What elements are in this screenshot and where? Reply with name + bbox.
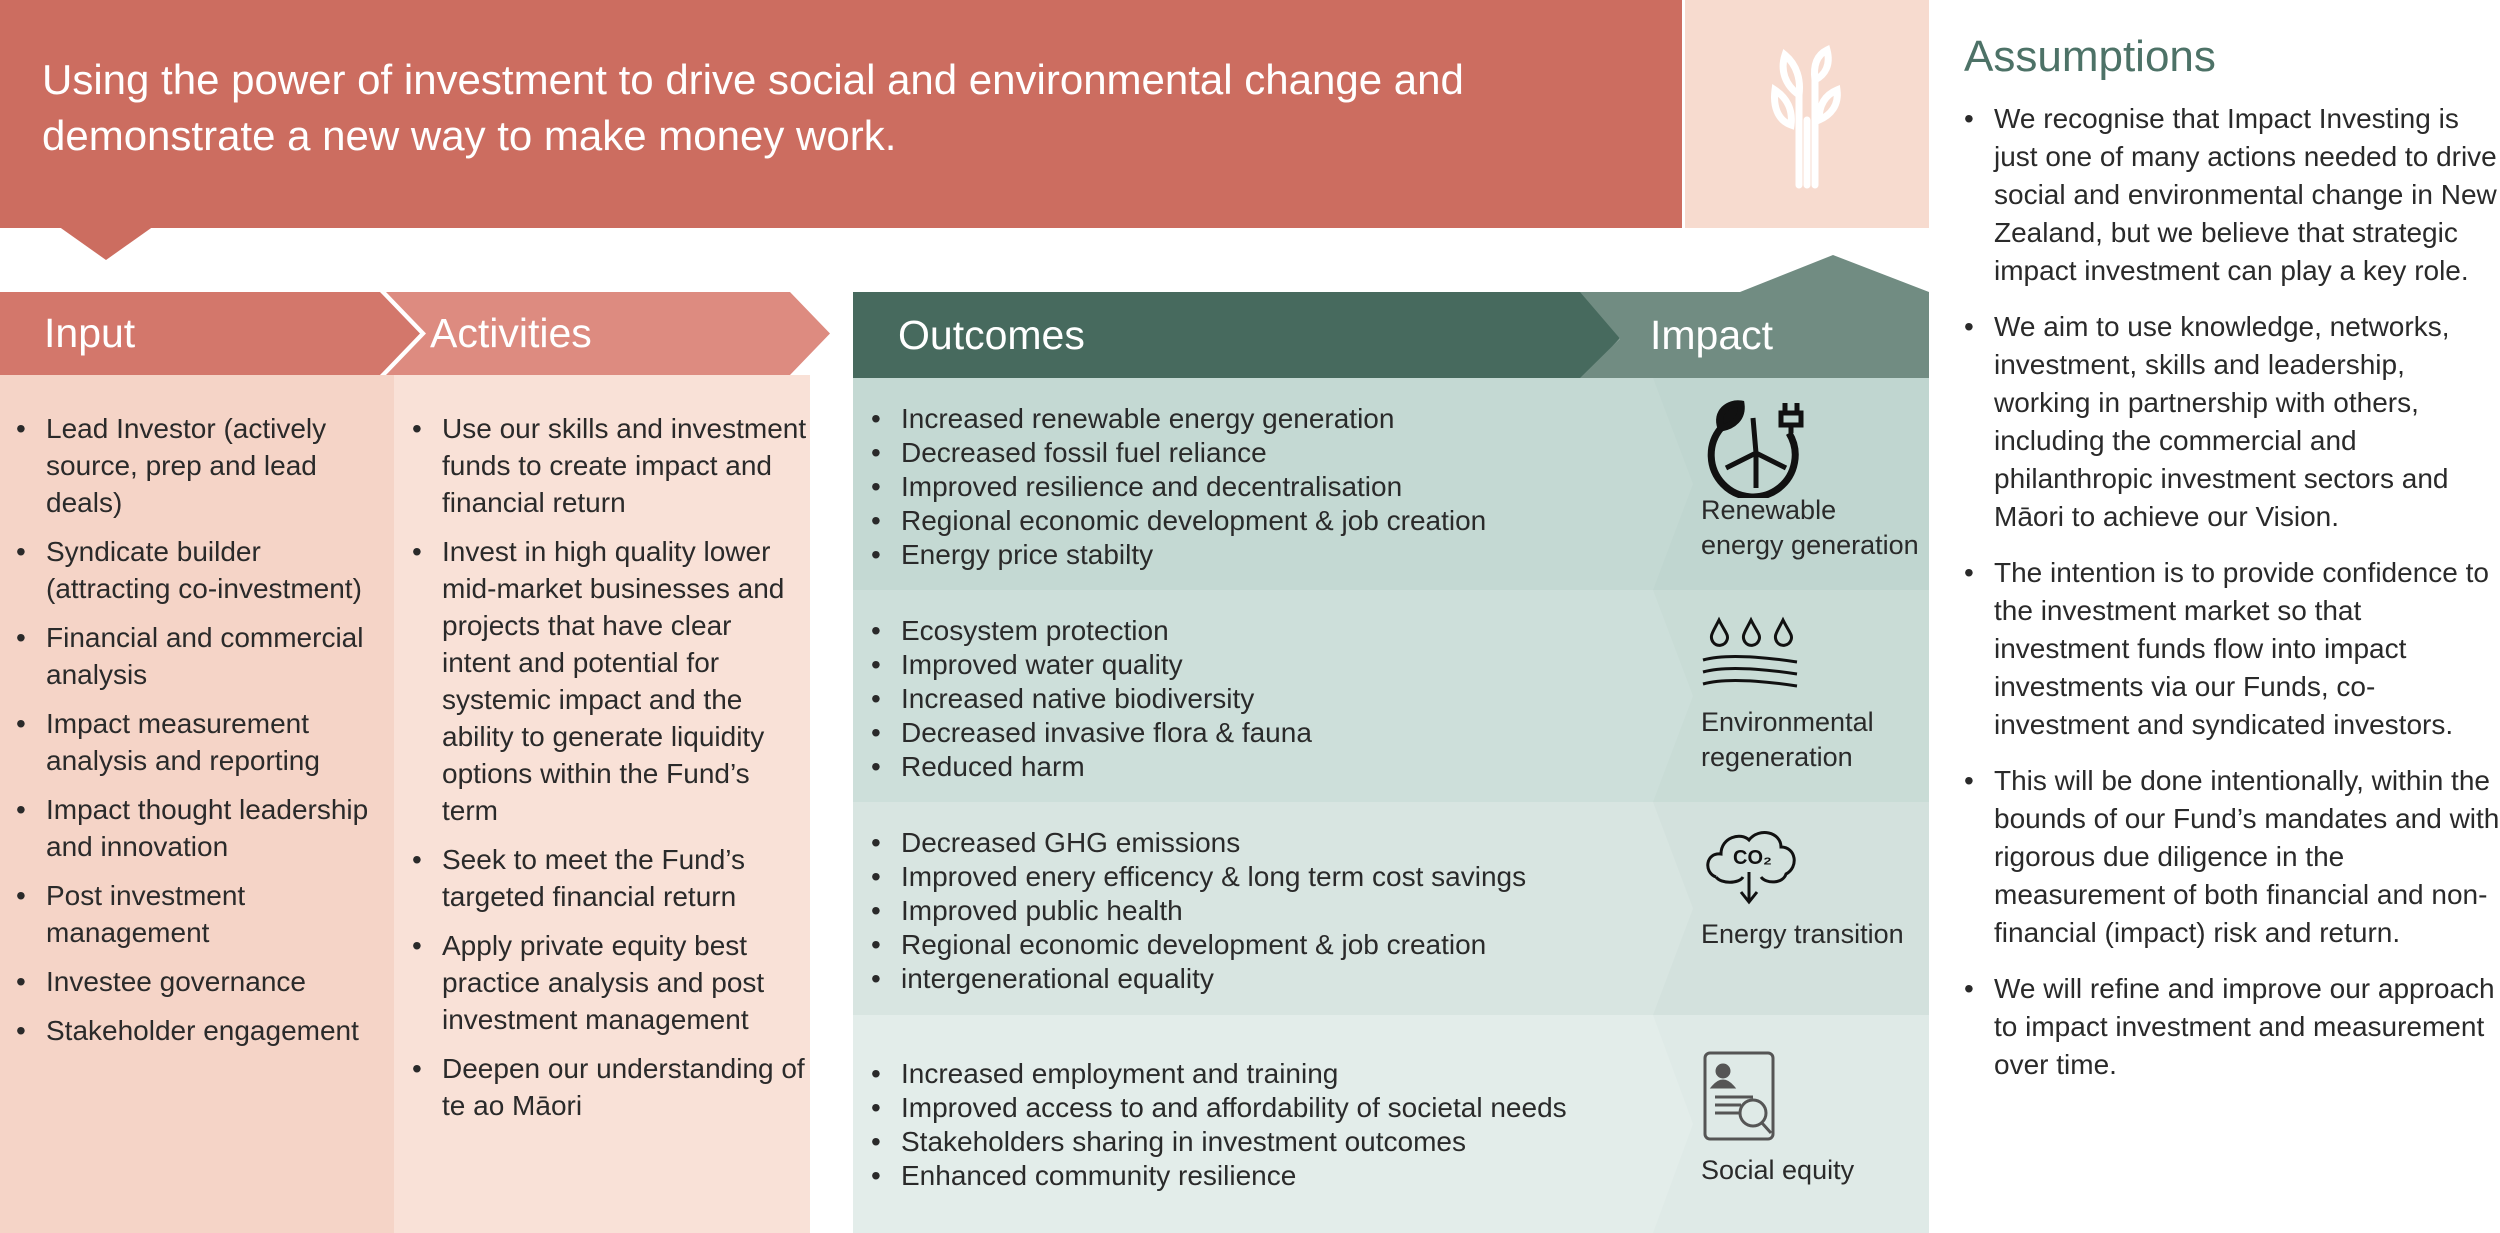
list-item: Deepen our understanding of te ao Māori: [412, 1050, 807, 1124]
list-item: Ecosystem protection: [871, 614, 1611, 648]
list-item: Use our skills and investment funds to c…: [412, 410, 807, 521]
outcome-list: Ecosystem protection Improved water qual…: [871, 614, 1611, 784]
outcome-row-environment: Ecosystem protection Improved water qual…: [853, 590, 1929, 802]
vision-statement: Using the power of investment to drive s…: [42, 56, 1464, 159]
list-item: Syndicate builder (attracting co-investm…: [16, 533, 386, 607]
list-item: Seek to meet the Fund’s targeted financi…: [412, 841, 807, 915]
list-item: Impact thought leadership and innovation: [16, 791, 386, 865]
input-list: Lead Investor (actively source, prep and…: [16, 410, 386, 1061]
list-item: Investee governance: [16, 963, 386, 1000]
list-item: Invest in high quality lower mid-market …: [412, 533, 807, 829]
list-item: Decreased GHG emissions: [871, 826, 1611, 860]
list-item: Regional economic development & job crea…: [871, 928, 1611, 962]
list-item: The intention is to provide confidence t…: [1964, 554, 2500, 744]
outcome-row-energy-transition: Decreased GHG emissions Improved enery e…: [853, 802, 1929, 1015]
list-item: Decreased fossil fuel reliance: [871, 436, 1611, 470]
list-item: Stakeholder engagement: [16, 1012, 386, 1049]
list-item: Improved enery efficency & long term cos…: [871, 860, 1611, 894]
profile-search-icon: [1703, 1051, 1775, 1141]
wind-turbine-plug-icon: [1707, 400, 1804, 498]
list-item: Reduced harm: [871, 750, 1611, 784]
list-item: This will be done intentionally, within …: [1964, 762, 2500, 952]
outcome-list: Increased employment and training Improv…: [871, 1057, 1611, 1193]
activities-header: Activities: [386, 292, 830, 375]
outcome-list: Decreased GHG emissions Improved enery e…: [871, 826, 1611, 996]
outcome-row-renewable: Increased renewable energy generation De…: [853, 378, 1929, 590]
impact-label: Renewable energy generation: [1701, 495, 1919, 560]
list-item: Increased renewable energy generation: [871, 402, 1611, 436]
impact-cell: Social equity: [1653, 1015, 1929, 1233]
impact-label: Social equity: [1701, 1155, 1855, 1185]
activities-list: Use our skills and investment funds to c…: [412, 410, 807, 1136]
outcome-list: Increased renewable energy generation De…: [871, 402, 1611, 572]
impact-label: Energy transition: [1701, 919, 1904, 949]
list-item: Increased native biodiversity: [871, 682, 1611, 716]
list-item: We will refine and improve our approach …: [1964, 970, 2500, 1084]
impact-cell: CO₂ Energy transition: [1653, 802, 1929, 1015]
list-item: Enhanced community resilience: [871, 1159, 1611, 1193]
co2-text: CO₂: [1733, 847, 1772, 869]
list-item: We aim to use knowledge, networks, inves…: [1964, 308, 2500, 536]
list-item: Increased employment and training: [871, 1057, 1611, 1091]
outcome-row-social: Increased employment and training Improv…: [853, 1015, 1929, 1233]
list-item: Improved water quality: [871, 648, 1611, 682]
sprout-icon: [1771, 44, 1841, 189]
list-item: Decreased invasive flora & fauna: [871, 716, 1611, 750]
banner-arrow: [58, 226, 154, 260]
co2-cloud-icon: CO₂: [1706, 831, 1796, 905]
impact-label: Environmental regeneration: [1701, 707, 1874, 772]
list-item: Improved public health: [871, 894, 1611, 928]
list-item: Stakeholders sharing in investment outco…: [871, 1125, 1611, 1159]
list-item: Regional economic development & job crea…: [871, 504, 1611, 538]
list-item: Post investment management: [16, 877, 386, 951]
input-header: Input: [0, 292, 420, 375]
water-drops-waves-icon: [1702, 616, 1798, 688]
vision-banner: [0, 0, 1682, 228]
impact-cell: Renewable energy generation: [1653, 378, 1929, 590]
list-item: Improved access to and affordability of …: [871, 1091, 1611, 1125]
list-item: Impact measurement analysis and reportin…: [16, 705, 386, 779]
list-item: Apply private equity best practice analy…: [412, 927, 807, 1038]
list-item: Energy price stabilty: [871, 538, 1611, 572]
impact-header: Impact: [1580, 255, 1929, 378]
outcomes-header: Outcomes: [853, 292, 1623, 378]
logo-panel: [1685, 0, 1929, 228]
impact-cell: Environmental regeneration: [1653, 590, 1929, 802]
assumptions-title: Assumptions: [1964, 32, 2216, 81]
list-item: Financial and commercial analysis: [16, 619, 386, 693]
list-item: Lead Investor (actively source, prep and…: [16, 410, 386, 521]
list-item: intergenerational equality: [871, 962, 1611, 996]
list-item: We recognise that Impact Investing is ju…: [1964, 100, 2500, 290]
assumptions-list: We recognise that Impact Investing is ju…: [1964, 100, 2500, 1102]
list-item: Improved resilience and decentralisation: [871, 470, 1611, 504]
